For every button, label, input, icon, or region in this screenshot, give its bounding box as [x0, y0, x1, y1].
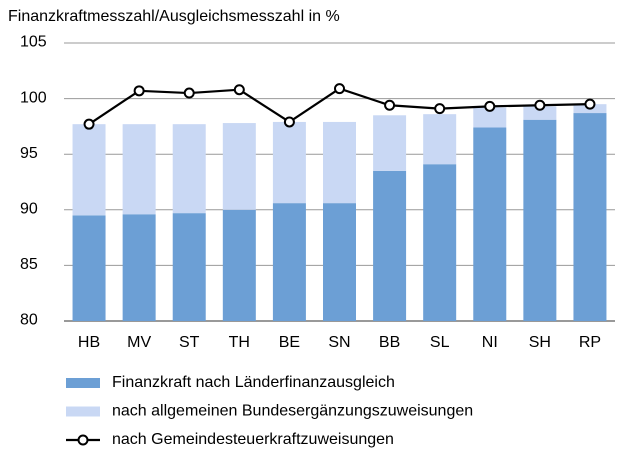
bar-segment	[172, 213, 206, 321]
line-marker	[183, 87, 195, 99]
line-marker	[334, 83, 345, 95]
legend-swatch	[66, 378, 100, 388]
legend-marker	[77, 434, 89, 446]
x-tick-label: SN	[328, 334, 350, 351]
legend-label: Finanzkraft nach Länderfinanzausgleich	[112, 374, 395, 391]
x-tick-label: NI	[482, 334, 498, 351]
line-marker	[434, 103, 446, 115]
line-marker	[534, 99, 546, 111]
bar-segment	[272, 121, 306, 204]
y-tick-label: 105	[20, 34, 47, 51]
bar-segment	[423, 114, 457, 165]
y-tick-label: 90	[20, 201, 38, 218]
legend-label: nach Gemeindesteuerkraftzuweisungen	[112, 431, 394, 448]
legend-label: nach allgemeinen Bundesergänzungszuweisu…	[112, 403, 473, 420]
bar-segment	[72, 215, 106, 321]
line-marker	[484, 100, 496, 112]
x-tick-label: RP	[579, 334, 601, 351]
line-marker	[233, 84, 245, 96]
bar-segment	[222, 123, 256, 210]
bar-segment	[122, 214, 156, 321]
bar-segment	[272, 203, 306, 321]
bar-segment	[373, 170, 407, 321]
x-tick-label: SL	[430, 334, 450, 351]
y-tick-label: 95	[20, 145, 38, 162]
bar-segment	[523, 119, 557, 321]
bar-segment	[323, 203, 356, 321]
x-tick-label: MV	[127, 334, 151, 351]
bar-segment	[72, 124, 106, 216]
y-tick-label: 85	[20, 256, 38, 273]
line-marker	[384, 99, 396, 111]
x-tick-label: ST	[179, 334, 200, 351]
bar-segment	[172, 124, 206, 214]
bar-segment	[423, 164, 457, 321]
y-tick-label: 80	[20, 312, 38, 329]
line-marker	[584, 98, 596, 110]
line-marker	[83, 118, 95, 130]
x-tick-label: BB	[379, 334, 400, 351]
legend-swatch	[66, 406, 100, 417]
x-tick-label: BE	[279, 334, 300, 351]
bar-segment	[323, 121, 356, 204]
x-tick-label: HB	[78, 334, 100, 351]
line-marker	[283, 116, 295, 128]
y-tick-label: 100	[20, 89, 47, 106]
bar-segment	[473, 107, 507, 128]
line-marker	[133, 85, 145, 97]
x-tick-label: SH	[529, 334, 551, 351]
bar-segment	[122, 124, 156, 215]
chart-title: Finanzkraftmesszahl/Ausgleichsmesszahl i…	[8, 8, 340, 25]
bar-segment	[222, 209, 256, 321]
bar-segment	[373, 115, 407, 171]
x-tick-label: TH	[229, 334, 250, 351]
bar-segment	[573, 113, 607, 321]
bar-segment	[473, 127, 507, 322]
bar-segment	[523, 106, 557, 120]
